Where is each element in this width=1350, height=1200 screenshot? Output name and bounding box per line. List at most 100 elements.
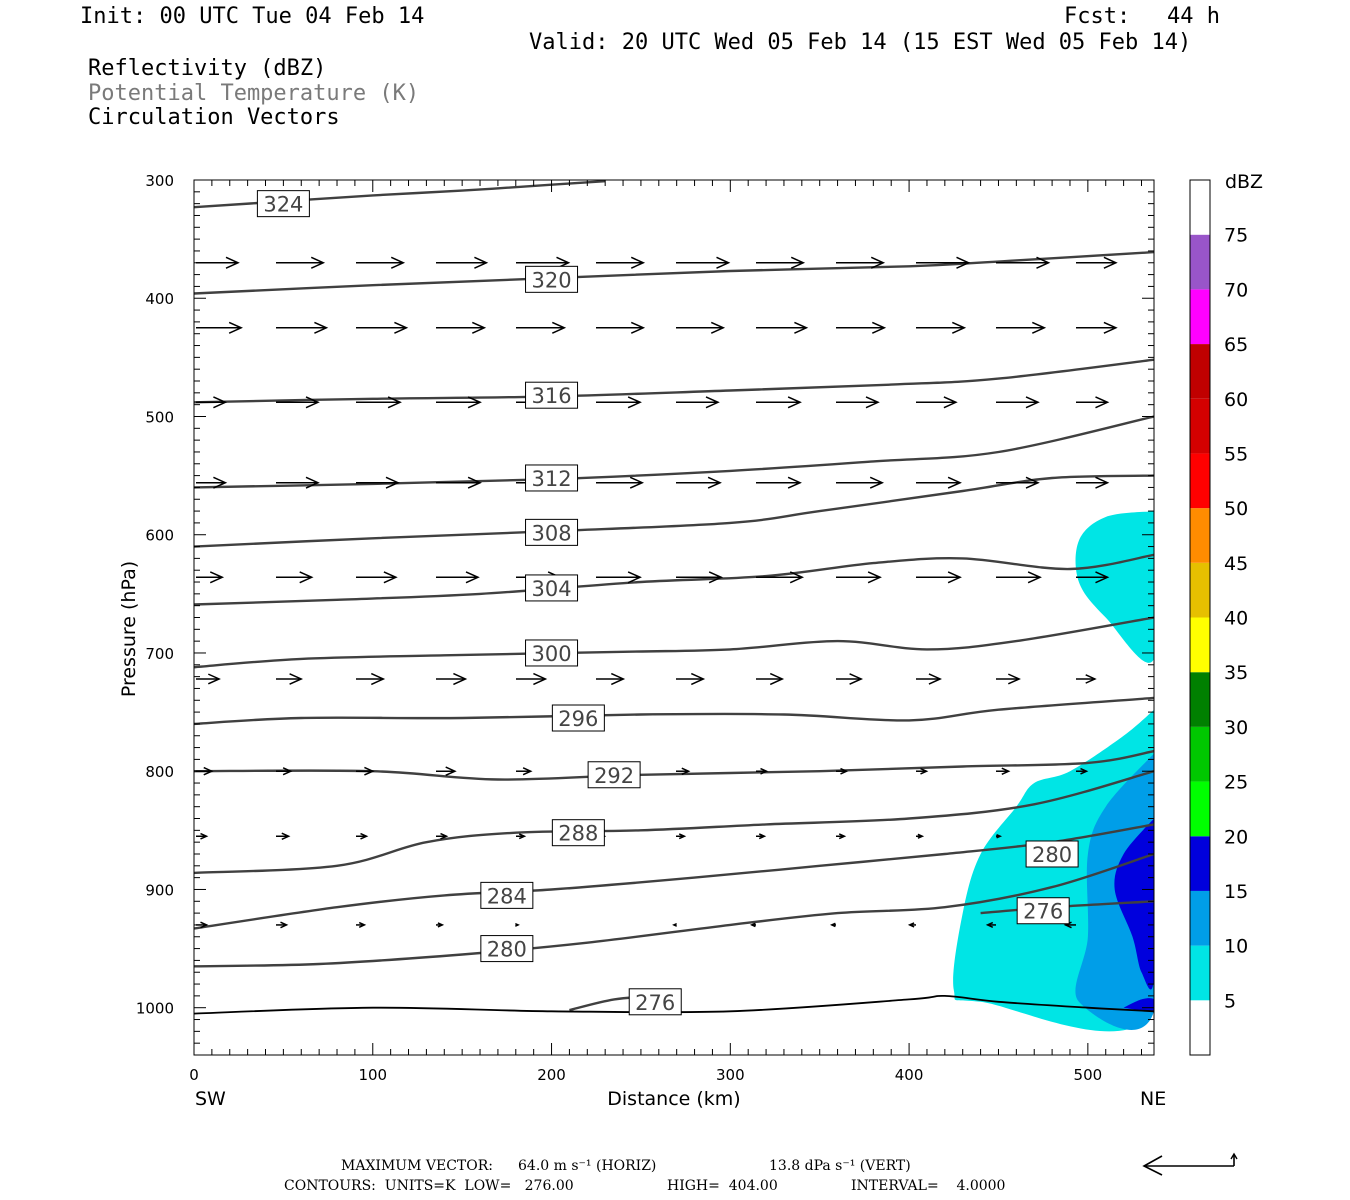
contour-label-text: 288 [558, 822, 598, 846]
vector-head [630, 256, 646, 269]
circulation-vector [916, 321, 967, 334]
circulation-vector [916, 571, 962, 584]
vector-head [1001, 767, 1011, 775]
y-tick-label: 300 [145, 172, 174, 190]
vector-head [453, 672, 468, 686]
contour-label-box [525, 518, 579, 546]
colorbar-tick-label: 45 [1224, 553, 1248, 575]
x-endpoint-right: NE [1140, 1088, 1166, 1110]
y-tick-label: 400 [145, 290, 174, 308]
colorbar-tick-label: 70 [1224, 279, 1248, 301]
vector-head [465, 571, 480, 584]
vector-head [710, 321, 726, 334]
vector-head [787, 476, 802, 489]
contour-label-text: 280 [1032, 843, 1072, 867]
field-circulation-vectors: Circulation Vectors [88, 105, 340, 130]
circulation-vector [829, 922, 836, 928]
contour-label-box [551, 819, 605, 847]
circulation-vector [676, 833, 687, 840]
vector-head [629, 476, 645, 489]
vector-head [789, 571, 805, 584]
vector-head [707, 476, 722, 489]
vector-head [758, 833, 767, 840]
circulation-vector [196, 396, 228, 409]
contour-label-text: 308 [531, 521, 571, 545]
circulation-vector [756, 833, 767, 840]
cross-section-chart: 3243203163123083043002962922882842802802… [118, 171, 1263, 1110]
colorbar-tick-label: 60 [1224, 389, 1248, 411]
vector-head [690, 672, 706, 686]
vector-head [213, 476, 228, 489]
circulation-vector [436, 396, 482, 409]
circulation-vector [676, 256, 731, 269]
x-tick-label: 200 [537, 1066, 566, 1084]
circulation-vector [676, 321, 726, 334]
vector-head [943, 396, 958, 409]
colorbar-tick-label: 5 [1224, 990, 1236, 1012]
circulation-vector [196, 832, 209, 840]
colorbar-tick-label: 25 [1224, 772, 1248, 794]
vector-head [951, 321, 967, 334]
colorbar-tick-label: 10 [1224, 936, 1248, 958]
circulation-vector [676, 571, 723, 584]
circulation-vector [356, 476, 400, 489]
circulation-vector [196, 673, 221, 685]
theta-contour-line [194, 823, 1154, 930]
circulation-vector [836, 673, 864, 685]
vector-head [437, 922, 445, 928]
vector-head [1025, 476, 1040, 489]
theta-contour-label: 304 [525, 574, 579, 602]
vector-head [947, 476, 962, 489]
circulation-vector [276, 396, 320, 409]
colorbar-unit: dBZ [1225, 171, 1263, 193]
colorbar-tick-label: 15 [1224, 881, 1248, 903]
vector-head [387, 396, 402, 409]
reflectivity-region [1075, 753, 1154, 1030]
circulation-vector [436, 256, 489, 269]
vector-head [716, 256, 731, 269]
vector-head [630, 321, 646, 334]
x-tick-label: 300 [716, 1066, 745, 1084]
vector-head [209, 571, 225, 584]
theta-contour-line [194, 553, 1154, 606]
colorbar-segment [1190, 890, 1210, 946]
y-tick-label: 900 [145, 881, 174, 899]
vector-head [383, 571, 398, 584]
vector-head [1085, 674, 1097, 684]
vector-head [985, 921, 994, 928]
circulation-vector [276, 767, 293, 776]
valid-time: Valid: 20 UTC Wed 05 Feb 14 (15 EST Wed … [529, 30, 1192, 55]
vector-head [1103, 256, 1118, 269]
theta-contour-label: 280 [480, 935, 534, 963]
vector-head [1025, 396, 1040, 409]
vector-head [314, 321, 329, 334]
vector-head [299, 571, 314, 584]
vector-head [514, 922, 520, 927]
vector-head [228, 321, 243, 334]
vector-head [705, 396, 720, 409]
colorbar-tick-label: 75 [1224, 225, 1248, 247]
vector-head [865, 396, 880, 409]
colorbar-segment [1190, 289, 1210, 345]
circulation-vector [996, 833, 1003, 839]
circulation-vector [756, 396, 802, 409]
circulation-vector [276, 571, 314, 584]
circulation-vector [276, 673, 304, 685]
theta-contour-label: 308 [525, 518, 579, 546]
circulation-vector [756, 321, 809, 334]
surface-line [194, 994, 1154, 1015]
circulation-vector [356, 256, 406, 269]
x-tick-label: 0 [189, 1066, 199, 1084]
theta-contour-line [194, 852, 1154, 968]
vector-head [627, 571, 642, 584]
circulation-vector [756, 476, 802, 489]
vector-head [207, 673, 221, 685]
vector-head [849, 673, 864, 685]
contour-label-box [480, 881, 534, 909]
max-vector-vertical: 13.8 dPa s⁻¹ (VERT) [769, 1158, 911, 1174]
circulation-vector [436, 832, 449, 840]
circulation-vector [1076, 256, 1118, 269]
reflectivity-region [1114, 818, 1154, 990]
vector-head [522, 767, 533, 776]
vector-head [672, 922, 678, 927]
